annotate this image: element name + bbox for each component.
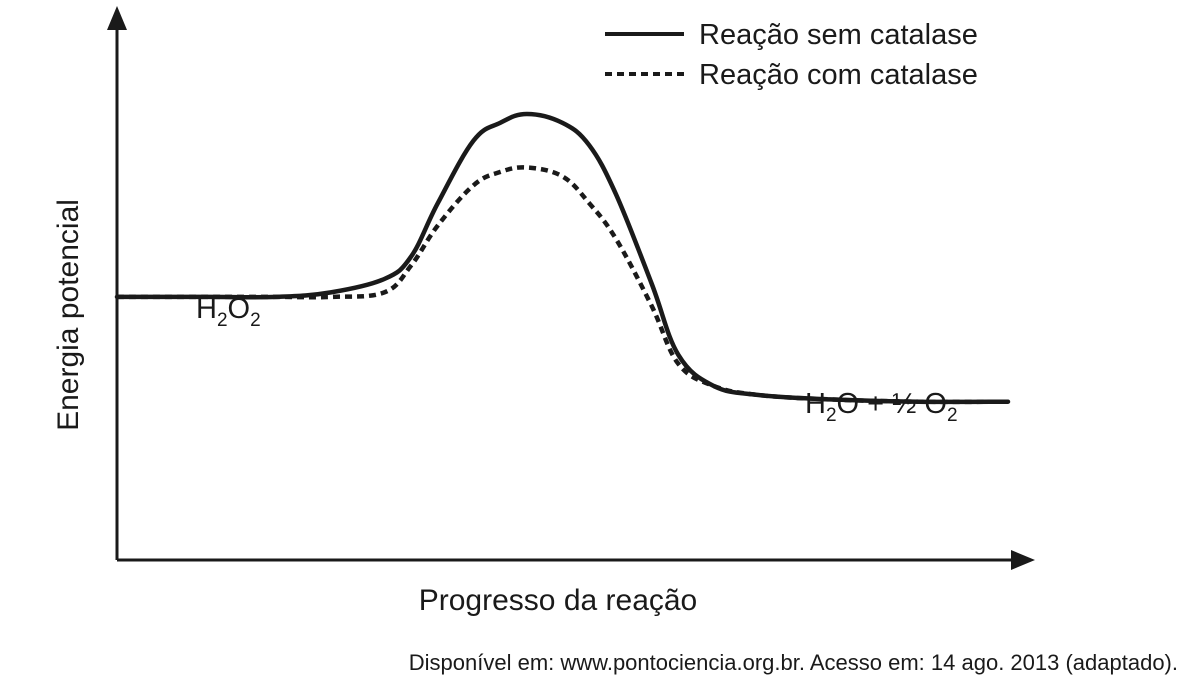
product-sub-2: 2 bbox=[947, 405, 958, 426]
y-axis-arrow-icon bbox=[107, 6, 127, 30]
reactant-o: O bbox=[228, 293, 251, 325]
series-line-sem-catalase bbox=[114, 111, 1011, 405]
product-mid: O + ½ O bbox=[837, 388, 947, 420]
series-layer bbox=[114, 111, 1011, 405]
legend: Reação sem catalase Reação com catalase bbox=[605, 19, 978, 91]
x-axis-title: Progresso da reação bbox=[419, 584, 698, 617]
source-citation: Disponível em: www.pontociencia.org.br. … bbox=[408, 650, 1178, 675]
x-axis-arrow-icon bbox=[1011, 550, 1035, 570]
reactant-sub-2: 2 bbox=[250, 310, 261, 331]
series-line-com-catalase bbox=[117, 165, 1009, 405]
y-axis-title: Energia potencial bbox=[52, 199, 85, 431]
reactant-sub-1: 2 bbox=[217, 310, 228, 331]
legend-label-com-catalase: Reação com catalase bbox=[699, 59, 978, 91]
reactant-h: H bbox=[196, 293, 217, 325]
product-h: H bbox=[805, 388, 826, 420]
reactant-label: H2O2 bbox=[196, 293, 261, 331]
legend-label-sem-catalase: Reação sem catalase bbox=[699, 19, 978, 51]
product-sub-1: 2 bbox=[826, 405, 837, 426]
product-label: H2O + ½ O2 bbox=[805, 388, 958, 426]
